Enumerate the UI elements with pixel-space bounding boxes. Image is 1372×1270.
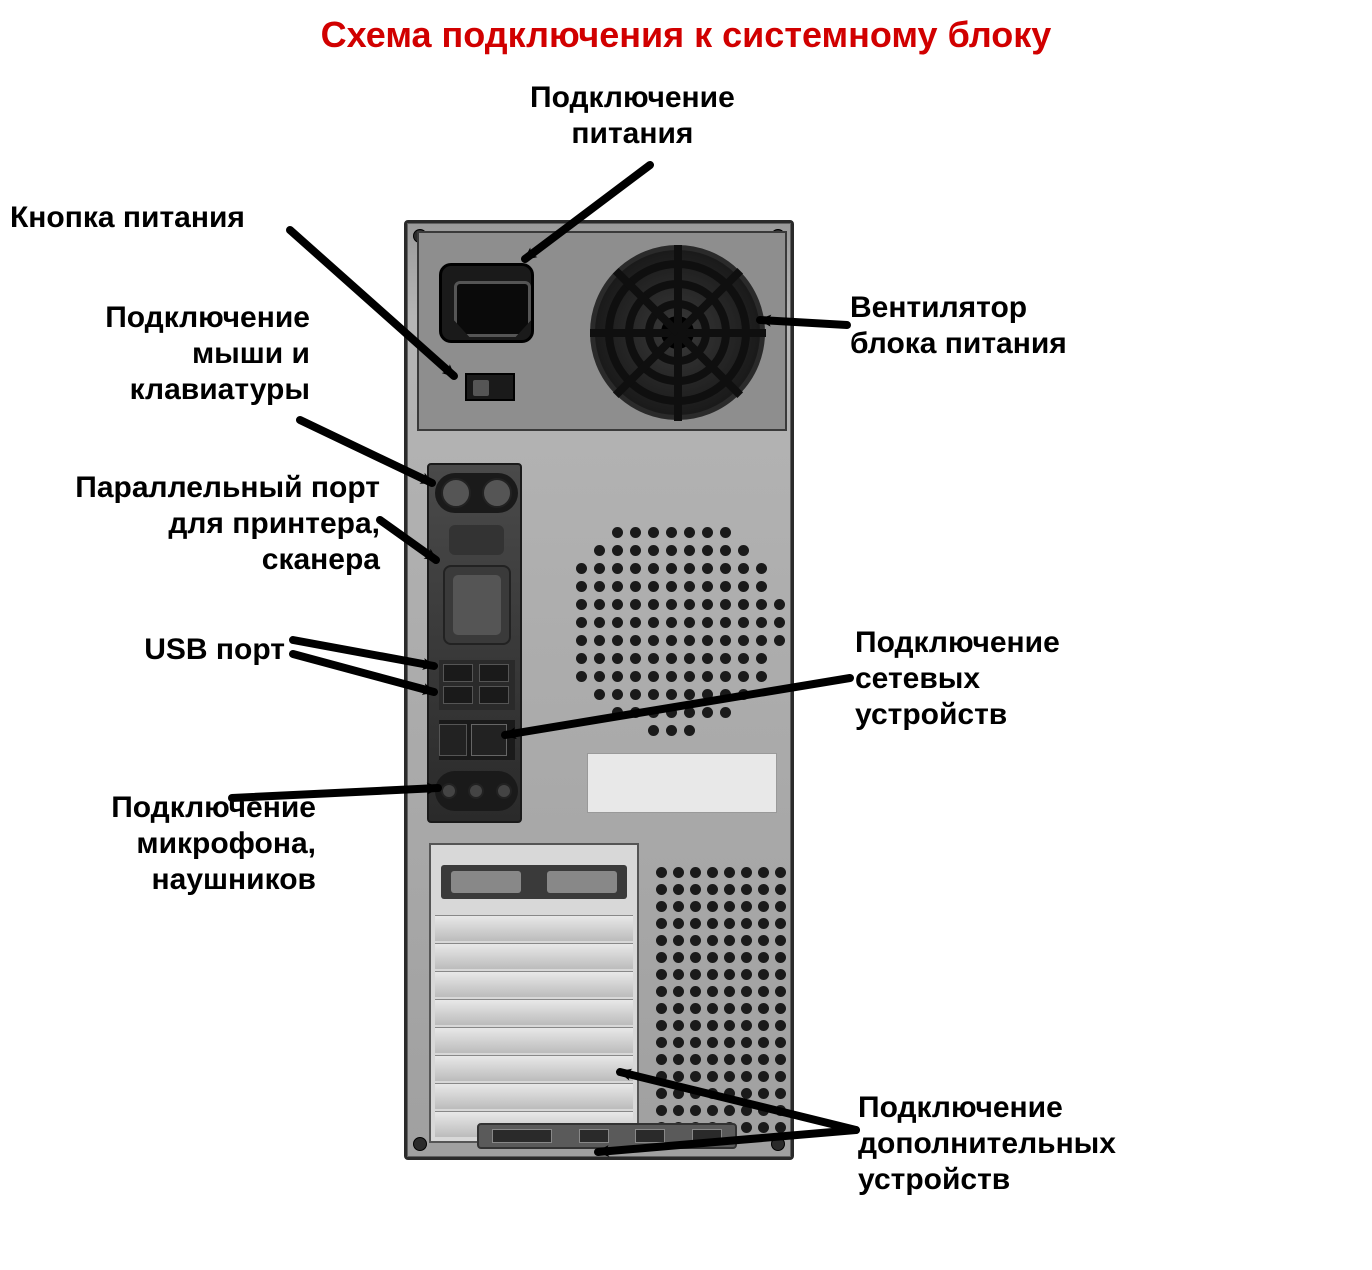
- label-power_btn: Кнопка питания: [10, 200, 245, 236]
- power-switch: [465, 373, 515, 401]
- label-parallel: Параллельный порт для принтера, сканера: [75, 470, 380, 578]
- label-psu_fan: Вентилятор блока питания: [850, 290, 1067, 362]
- ps2-ports: [435, 473, 518, 513]
- screw: [771, 1137, 785, 1151]
- label-power_conn: Подключение питания: [530, 80, 735, 152]
- case-fan-vent: [552, 503, 782, 733]
- serial-port: [449, 525, 504, 555]
- power-socket: [439, 263, 534, 343]
- screw: [413, 1137, 427, 1151]
- diagram-canvas: Подключение питания Кнопка питания Подключ…: [0, 70, 1372, 1270]
- parallel-port: [443, 565, 511, 645]
- computer-case: [404, 220, 794, 1160]
- label-usb: USB порт: [144, 632, 285, 668]
- label-ps2: Подключение мыши и клавиатуры: [105, 300, 310, 408]
- io-shield: [427, 463, 522, 823]
- video-card: [441, 865, 627, 899]
- diagram-title: Схема подключения к системному блоку: [0, 14, 1372, 56]
- label-lan: Подключение сетевых устройств: [855, 625, 1060, 733]
- expansion-slots: [429, 843, 639, 1143]
- audio-jacks: [435, 771, 518, 811]
- usb-ports: [439, 660, 515, 710]
- lan-port: [439, 720, 515, 760]
- sticker: [587, 753, 777, 813]
- psu-panel: [417, 231, 787, 431]
- label-audio: Подключение микрофона, наушников: [111, 790, 316, 898]
- psu-fan: [590, 245, 765, 420]
- label-extra: Подключение дополнительных устройств: [858, 1090, 1116, 1198]
- bottom-ports: [477, 1123, 737, 1149]
- side-vent: [652, 863, 787, 1123]
